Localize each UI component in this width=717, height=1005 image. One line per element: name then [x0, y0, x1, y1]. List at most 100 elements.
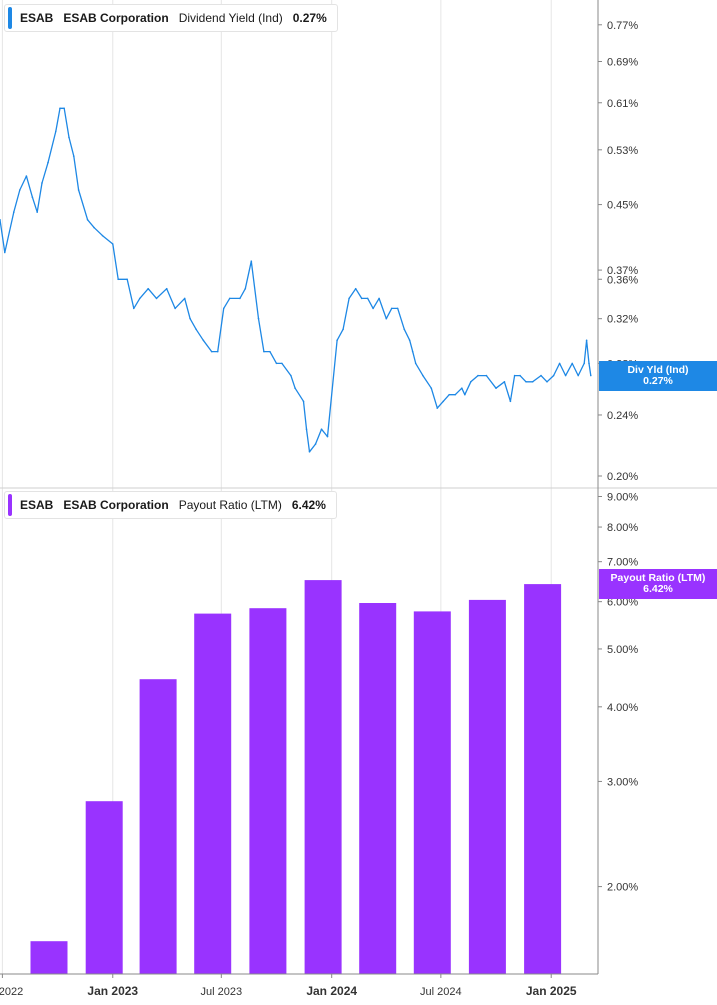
- dividend-yield-point: [546, 381, 548, 383]
- yield-y-tick-label: 0.53%: [607, 145, 638, 157]
- dividend-yield-point: [531, 381, 534, 383]
- dividend-yield-point: [503, 381, 506, 383]
- legend-value: 0.27%: [292, 11, 327, 25]
- yield-y-tick-label: 0.32%: [607, 314, 638, 326]
- dividend-yield-point: [174, 307, 176, 310]
- dividend-yield-point: [216, 350, 219, 353]
- legend-payout-ratio: ESAB ESAB Corporation Payout Ratio (LTM)…: [4, 491, 337, 519]
- dividend-yield-point: [195, 328, 197, 331]
- series-color-swatch: [8, 7, 12, 29]
- dividend-yield-point: [585, 339, 588, 342]
- dividend-yield-point: [577, 374, 580, 377]
- dividend-yield-point: [448, 393, 451, 396]
- legend-company: ESAB Corporation: [63, 498, 169, 512]
- yield-y-tick-label: 0.45%: [607, 200, 638, 212]
- dividend-yield-point: [461, 387, 463, 389]
- dividend-yield-point: [342, 328, 344, 331]
- legend-ticker: ESAB: [20, 498, 54, 512]
- dividend-yield-line: [0, 107, 592, 453]
- payout-y-tick-label: 6.00%: [607, 597, 638, 609]
- tag-value: 6.42%: [643, 583, 673, 596]
- dividend-yield-point: [111, 243, 114, 245]
- x-tick-label: Jul 2024: [420, 986, 462, 998]
- dividend-yield-point: [275, 362, 278, 365]
- dividend-yield-point: [348, 297, 350, 300]
- dividend-yield-point: [403, 328, 406, 331]
- dividend-yield-point: [360, 297, 363, 300]
- dividend-yield-point: [72, 155, 75, 157]
- dividend-yield-point: [470, 381, 472, 383]
- dividend-yield-point: [513, 374, 516, 377]
- dividend-yield-point: [552, 374, 555, 377]
- dividend-yield-point: [269, 350, 271, 353]
- payout-ratio-bar: [359, 603, 397, 974]
- dividend-yield-point: [281, 362, 283, 365]
- dividend-yield-point: [519, 374, 521, 377]
- dividend-yield-point: [396, 307, 399, 310]
- legend-ticker: ESAB: [20, 11, 54, 25]
- dividend-yield-point: [202, 339, 205, 342]
- dividend-yield-point: [294, 387, 296, 389]
- x-tick-label: Jan 2024: [306, 984, 357, 998]
- dividend-yield-point: [302, 400, 305, 403]
- dividend-yield-point: [257, 317, 260, 320]
- dividend-yield-point: [590, 374, 592, 377]
- dividend-yield-point: [18, 189, 21, 191]
- x-tick-label: Jan 2023: [87, 984, 138, 998]
- dividend-yield-point: [12, 211, 15, 213]
- dividend-yield-point: [540, 374, 542, 377]
- current-value-tag-payout: Payout Ratio (LTM) 6.42%: [599, 569, 717, 600]
- dividend-yield-point: [189, 317, 191, 320]
- dividend-yield-point: [442, 400, 445, 403]
- x-tick-label: Jan 2025: [526, 984, 577, 998]
- yield-y-tick-label: 0.36%: [607, 274, 638, 286]
- dividend-yield-point: [564, 374, 567, 377]
- dividend-yield-point: [378, 297, 380, 300]
- tag-label: Div Yld (Ind): [627, 363, 689, 376]
- dividend-yield-point: [126, 278, 128, 281]
- dividend-yield-point: [588, 362, 590, 365]
- series-color-swatch: [8, 494, 12, 516]
- payout-ratio-bar: [139, 679, 177, 974]
- yield-y-tick-label: 0.24%: [607, 410, 638, 422]
- dividend-yield-point: [36, 211, 38, 213]
- payout-y-tick-label: 7.00%: [607, 557, 638, 569]
- payout-y-tick-label: 8.00%: [607, 522, 638, 534]
- yield-y-tick-label: 0.20%: [607, 471, 638, 483]
- dividend-yield-point: [165, 287, 168, 290]
- dividend-yield-point: [464, 393, 466, 396]
- x-tick-label: Jul 2022: [0, 986, 23, 998]
- dividend-yield-point: [571, 362, 574, 365]
- dividend-yield-point: [495, 387, 497, 389]
- dividend-yield-point: [366, 297, 369, 300]
- dividend-yield-point: [422, 374, 424, 377]
- dividend-yield-point: [509, 400, 512, 403]
- tag-value: 0.27%: [643, 374, 673, 387]
- dividend-yield-point: [31, 196, 34, 199]
- dividend-yield-point: [430, 387, 433, 389]
- dividend-yield-point: [239, 297, 241, 300]
- dividend-yield-point: [326, 435, 329, 438]
- payout-y-tick-label: 9.00%: [607, 492, 638, 504]
- dividend-yield-point: [436, 407, 439, 409]
- dividend-yield-point: [411, 350, 414, 353]
- dividend-yield-point: [0, 218, 1, 221]
- tag-label: Payout Ratio (LTM): [610, 572, 706, 585]
- payout-ratio-bar: [85, 801, 123, 974]
- yield-y-tick-label: 0.69%: [607, 57, 638, 69]
- dividend-yield-point: [41, 182, 43, 184]
- dividend-yield-point: [290, 374, 292, 377]
- legend-dividend-yield: ESAB ESAB Corporation Dividend Yield (In…: [4, 4, 338, 32]
- dividend-yield-point: [408, 339, 411, 342]
- dividend-yield-point: [210, 350, 213, 353]
- dividend-yield-point: [138, 297, 141, 300]
- dividend-yield-point: [336, 339, 338, 342]
- dividend-yield-point: [525, 381, 527, 383]
- legend-metric: Payout Ratio (LTM): [178, 498, 282, 512]
- dividend-yield-point: [385, 317, 388, 320]
- yield-y-tick-label: 0.77%: [607, 20, 638, 32]
- dividend-yield-point: [414, 362, 417, 365]
- dividend-yield-point: [558, 362, 561, 365]
